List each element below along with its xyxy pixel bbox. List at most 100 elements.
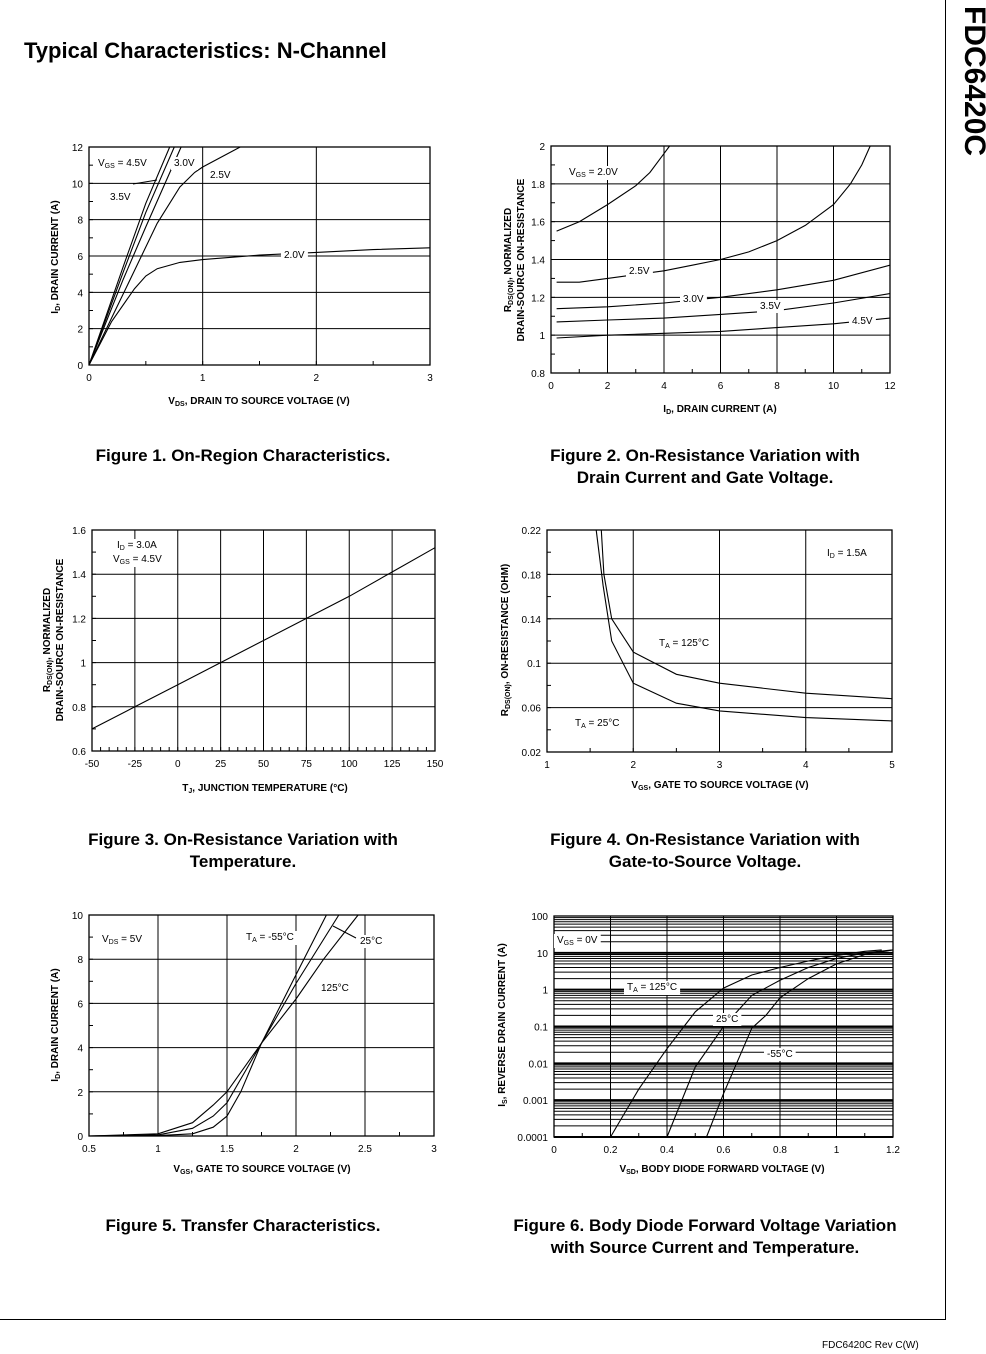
y-tick-label: 1: [542, 986, 548, 997]
annotation-background: [243, 931, 297, 945]
annotation-background: [566, 166, 622, 180]
annotation-label: VGS = 4.5V: [98, 158, 147, 170]
y-tick-label: 2: [77, 325, 83, 336]
annotation-background: [572, 717, 623, 731]
text-part: = 25°C: [586, 718, 620, 729]
text-part: 3.5V: [110, 192, 131, 203]
annotation-background: [281, 249, 308, 262]
y-axis-title: DRAIN-SOURCE ON-RESISTANCE: [55, 558, 66, 721]
subscript: D: [120, 545, 125, 552]
subscript: J: [188, 788, 192, 795]
series-line--55C: [88, 914, 327, 1137]
annotation-label: 3.5V: [110, 192, 131, 203]
text-part: I: [827, 548, 830, 559]
x-tick-label: 0.5: [82, 1144, 96, 1155]
plot-frame: [546, 529, 893, 753]
caption-line: Temperature.: [189, 852, 297, 871]
annotation-label: 125°C: [321, 983, 349, 994]
figure-3-caption: Figure 3. On-Resistance Variation with Te…: [23, 829, 463, 873]
y-axis-title: RDS(ON), ON-RESISTANCE (OHM): [500, 564, 512, 717]
annotation-label: VGS = 2.0V: [569, 167, 618, 179]
series-line-TA25C: [595, 529, 893, 722]
y-tick-label: 2: [77, 1088, 83, 1099]
figure-1-caption: Figure 1. On-Region Characteristics.: [23, 445, 463, 467]
x-tick-label: 2: [293, 1144, 299, 1155]
subscript: A: [633, 987, 638, 994]
annotation-label: 25°C: [360, 936, 382, 947]
annotation-background: [114, 539, 161, 553]
text-part: I: [50, 1079, 61, 1082]
x-axis-title: VGS, GATE TO SOURCE VOLTAGE (V): [173, 1164, 350, 1176]
arrow-3.5V-pointer: [132, 179, 158, 185]
y-tick-label: 0.001: [523, 1096, 548, 1107]
series-line-2.5V: [556, 145, 871, 283]
x-tick-label: 2: [630, 760, 636, 771]
text-part: V: [557, 935, 564, 946]
x-tick-label: 4: [803, 760, 809, 771]
text-part: DRAIN-SOURCE ON-RESISTANCE: [516, 178, 527, 341]
text-part: , GATE TO SOURCE VOLTAGE (V): [648, 780, 808, 791]
x-tick-label: 10: [828, 381, 840, 392]
series-line-3.0V: [88, 146, 182, 366]
text-part: 2.5V: [629, 266, 650, 277]
annotation-background: [757, 300, 784, 313]
series-line-25C: [88, 914, 340, 1137]
subscript: A: [665, 643, 670, 650]
text-part: 4.5V: [852, 316, 873, 327]
figure-6-caption: Figure 6. Body Diode Forward Voltage Var…: [465, 1215, 945, 1259]
plot-frame: [91, 529, 436, 752]
chart-3: -50 -25 0 25 50 75 100 125 1500.60.811.21.41.6ID…: [42, 526, 444, 795]
subscript: GS: [638, 785, 648, 792]
x-tick-label: 125: [384, 759, 401, 770]
text-part: V: [619, 1164, 626, 1175]
annotation-background: [171, 157, 198, 170]
grid: [88, 146, 431, 366]
y-tick-label: 10: [72, 179, 84, 190]
x-tick-label: 2: [314, 373, 320, 384]
x-tick-label: 12: [884, 381, 896, 392]
annotation-label: -55°C: [767, 1049, 793, 1060]
x-tick-label: 1: [544, 760, 550, 771]
x-tick-label: 4: [661, 381, 667, 392]
y-tick-label: 6: [77, 252, 83, 263]
annotation-label: VGS = 4.5V: [113, 554, 162, 566]
text-part: , NORMALIZED: [42, 588, 53, 660]
x-tick-label: 100: [341, 759, 358, 770]
subscript: GS: [564, 940, 574, 947]
text-part: 3.0V: [174, 158, 195, 169]
y-tick-label: 0.22: [522, 526, 542, 537]
text-part: T: [246, 932, 252, 943]
x-tick-label: 1.2: [886, 1145, 900, 1156]
x-tick-label: 3: [431, 1144, 437, 1155]
text-part: V: [631, 780, 638, 791]
annotation-label: TA = 25°C: [575, 718, 620, 730]
text-part: R: [500, 708, 511, 716]
y-tick-label: 0.0001: [517, 1133, 548, 1144]
y-axis-title: ID, DRAIN CURRENT (A): [50, 968, 62, 1081]
series-line-2.0V: [88, 247, 431, 366]
y-tick-label: 6: [77, 999, 83, 1010]
subscript: DS: [175, 401, 185, 408]
annotation-background: [318, 982, 352, 995]
x-tick-label: 0.4: [660, 1145, 674, 1156]
subscript: GS: [105, 163, 115, 170]
annotation-background: [824, 547, 871, 561]
y-axis-title: RDS(ON), NORMALIZED: [503, 208, 515, 312]
x-tick-label: 75: [301, 759, 313, 770]
text-part: T: [627, 982, 633, 993]
y-tick-label: 1.2: [531, 293, 545, 304]
y-tick-label: 1.4: [531, 256, 545, 267]
annotation-background: [626, 265, 653, 278]
y-tick-label: 1.2: [72, 614, 86, 625]
text-part: = 125°C: [638, 982, 677, 993]
subscript: DS(ON): [47, 660, 54, 685]
subscript: GS: [576, 172, 586, 179]
text-part: = 1.5A: [835, 548, 867, 559]
annotation-background: [764, 1048, 796, 1061]
text-part: 3.5V: [760, 301, 781, 312]
y-tick-label: 1.6: [531, 218, 545, 229]
text-part: I: [117, 540, 120, 551]
y-axis-title: RDS(ON), NORMALIZED: [42, 588, 54, 692]
